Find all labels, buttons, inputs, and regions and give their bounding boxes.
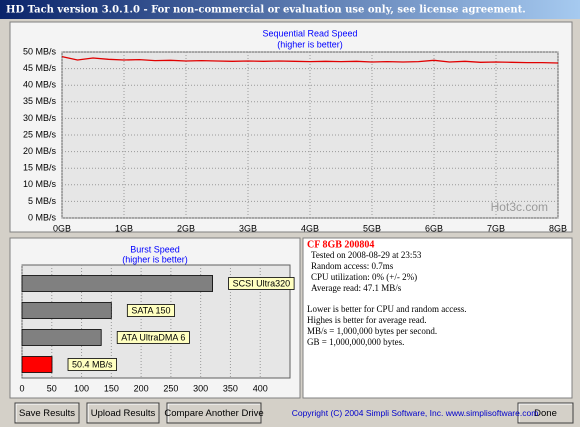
result-line: Tested on 2008-08-29 at 23:53 [311,250,422,260]
x-tick-label: 4GB [301,223,319,233]
bar-label-box [67,358,117,371]
y-tick-label: 25 MB/s [23,129,57,139]
chart-subtitle: (higher is better) [122,254,188,264]
bar [21,275,213,292]
button-label[interactable]: Done [534,408,557,419]
y-tick-label: 50 MB/s [23,46,57,56]
x-tick-label: 250 [163,383,178,393]
read-line [61,55,559,64]
bar-label: 50.4 MB/s [72,359,113,369]
x-tick-label: 50 [47,383,57,393]
result-line: CPU utilization: 0% (+/- 2%) [311,272,417,282]
button-highlight [87,403,158,422]
note-line: GB = 1,000,000,000 bytes. [307,337,404,347]
window-title: HD Tach version 3.0.1.0 - For non-commer… [6,5,526,16]
watermark: Hot3c.com [491,200,548,214]
y-tick-label: 10 MB/s [23,179,57,189]
button[interactable]: Done [517,402,574,424]
note-line: Lower is better for CPU and random acces… [307,304,466,314]
x-tick-label: 150 [104,383,119,393]
button[interactable]: Compare Another Drive [164,402,264,424]
button-face [14,402,80,424]
x-tick-label: 0GB [53,223,71,233]
bar-label-box [116,331,190,344]
x-tick-label: 1GB [115,223,133,233]
x-tick-label: 6GB [425,223,443,233]
y-tick-label: 45 MB/s [23,63,57,73]
x-tick-label: 350 [223,383,238,393]
y-tick-label: 20 MB/s [23,146,57,156]
x-tick-label: 3GB [239,223,257,233]
y-tick-label: 0 MB/s [28,212,57,222]
x-tick-label: 100 [74,383,89,393]
x-tick-label: 0 [19,383,24,393]
x-tick-label: 400 [253,383,268,393]
button[interactable]: Upload Results [86,402,160,424]
y-tick-label: 15 MB/s [23,163,57,173]
result-line: Average read: 47.1 MB/s [311,283,402,293]
bar [21,356,53,373]
button-face [517,402,574,424]
bar-label-box [228,277,295,290]
copyright: Copyright (C) 2004 Simpli Software, Inc.… [292,408,539,418]
bar-label: SCSI Ultra320 [233,278,291,288]
chart-title: Sequential Read Speed [262,28,357,38]
x-tick-label: 5GB [363,223,381,233]
result-line: Random access: 0.7ms [311,261,394,271]
button-face [86,402,160,424]
note-line: MB/s = 1,000,000 bytes per second. [307,326,437,336]
bar-label-box [126,304,175,317]
x-tick-label: 200 [134,383,149,393]
info-panel [302,237,573,399]
button-highlight [518,403,572,422]
button-highlight [15,403,78,422]
button-face [166,402,262,424]
chart-subtitle: (higher is better) [277,39,343,49]
note-line: Highes is better for average read. [307,315,426,325]
title-bar [0,0,580,19]
bar-label: SATA 150 [131,305,170,315]
button-label[interactable]: Compare Another Drive [164,408,263,419]
button[interactable]: Save Results [14,402,80,424]
y-tick-label: 30 MB/s [23,113,57,123]
button-label[interactable]: Save Results [19,408,75,419]
x-tick-label: 7GB [487,223,505,233]
button-label[interactable]: Upload Results [91,408,156,419]
y-tick-label: 40 MB/s [23,80,57,90]
chart-title: Burst Speed [130,244,180,254]
y-tick-label: 35 MB/s [23,96,57,106]
bar [21,302,112,319]
bar [21,329,102,346]
button-highlight [167,403,260,422]
x-tick-label: 300 [193,383,208,393]
y-tick-label: 5 MB/s [28,196,57,206]
x-tick-label: 2GB [177,223,195,233]
x-tick-label: 8GB [549,223,567,233]
bar-label: ATA UltraDMA 6 [121,332,185,342]
drive-name: CF 8GB 200804 [307,239,374,250]
